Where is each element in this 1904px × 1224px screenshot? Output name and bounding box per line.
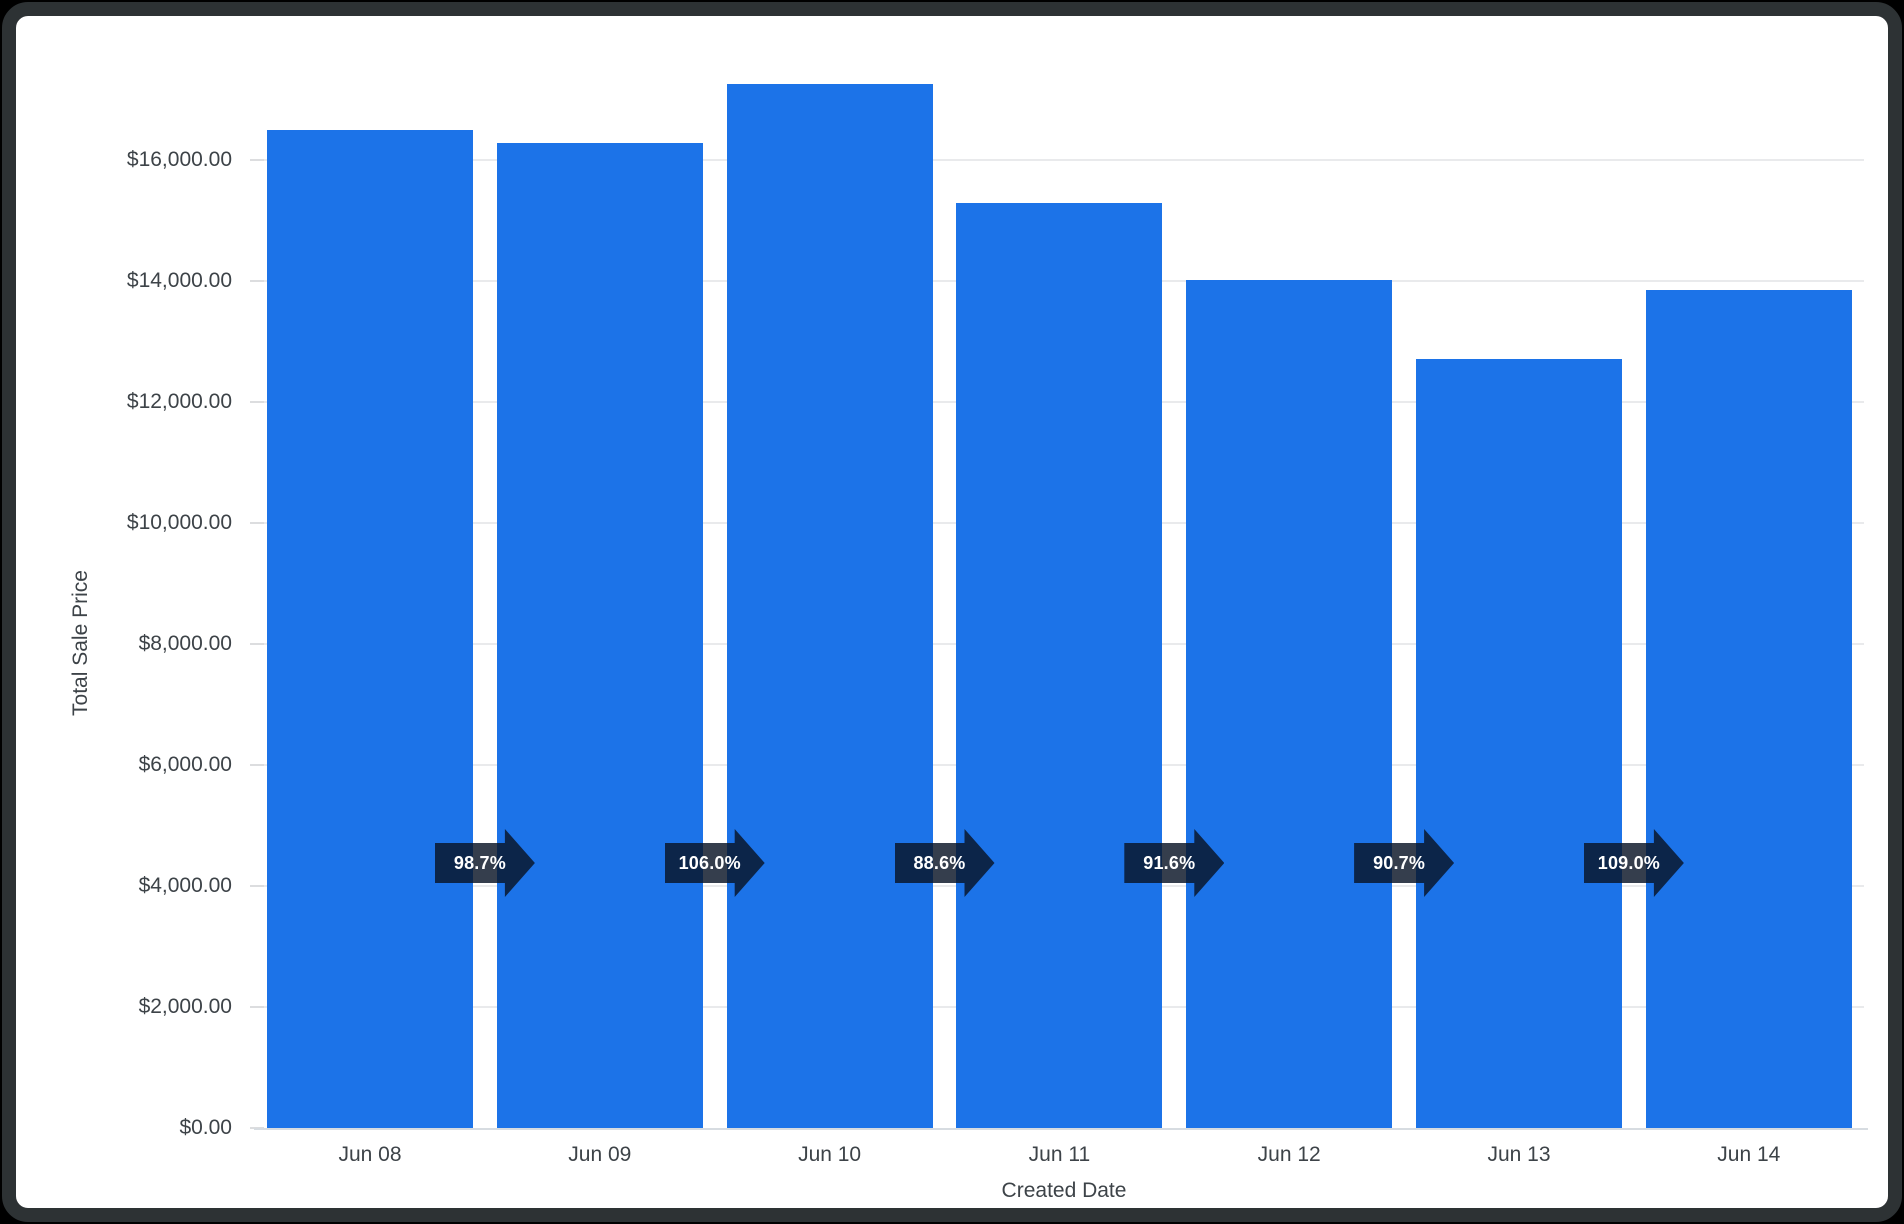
y-axis-tick-label: $14,000.00 <box>126 269 232 292</box>
bar-jun-08[interactable] <box>267 129 473 1128</box>
y-axis-tick-mark <box>250 764 264 766</box>
y-axis-tick-mark <box>250 1006 264 1008</box>
y-axis-tick-mark <box>250 159 264 161</box>
y-axis-tick-mark <box>250 280 264 282</box>
y-axis-tick-label: $6,000.00 <box>138 753 232 776</box>
y-axis-tick-label: $8,000.00 <box>138 632 232 655</box>
percent-change-value: 88.6% <box>913 852 966 873</box>
x-axis-tick-label: Jun 13 <box>1487 1143 1551 1166</box>
y-axis-tick-mark <box>250 643 264 645</box>
y-axis-tick-label: $16,000.00 <box>126 148 232 171</box>
percent-change-value: 106.0% <box>678 852 741 873</box>
y-axis-tick-label: $0.00 <box>179 1116 232 1139</box>
percent-change-value: 98.7% <box>453 852 506 873</box>
bar-jun-12[interactable] <box>1186 280 1393 1128</box>
bar-jun-13[interactable] <box>1416 359 1622 1128</box>
percent-change-value: 109.0% <box>1597 852 1661 873</box>
x-axis-baseline <box>254 1128 1868 1130</box>
x-axis-tick-label: Jun 12 <box>1257 1143 1321 1166</box>
y-axis-tick-mark <box>250 401 264 403</box>
bar-chart: Total Sale Price Created Date $0.00 $2,00… <box>16 16 1888 1208</box>
bar-jun-09[interactable] <box>496 142 703 1128</box>
x-axis-title: Created Date <box>1001 1179 1127 1202</box>
x-axis-tick-label: Jun 09 <box>568 1143 632 1166</box>
y-axis-tick-label: $10,000.00 <box>126 511 232 534</box>
x-axis-tick-label: Jun 11 <box>1028 1143 1091 1166</box>
percent-change-value: 91.6% <box>1143 852 1196 873</box>
y-axis-tick-mark <box>250 522 264 524</box>
x-axis-tick-label: Jun 10 <box>798 1143 862 1166</box>
gridline <box>264 159 1864 161</box>
x-axis-tick-label: Jun 08 <box>338 1143 402 1166</box>
bar-jun-14[interactable] <box>1645 290 1852 1128</box>
percent-change-value: 90.7% <box>1373 852 1426 873</box>
bar-jun-11[interactable] <box>956 202 1163 1128</box>
y-axis-tick-mark <box>250 885 264 887</box>
y-axis-tick-label: $4,000.00 <box>138 874 232 897</box>
bar-jun-10[interactable] <box>726 83 933 1128</box>
y-axis-tick-label: $12,000.00 <box>126 390 232 413</box>
x-axis-tick-label: Jun 14 <box>1717 1143 1781 1166</box>
y-axis-tick-label: $2,000.00 <box>138 995 232 1018</box>
